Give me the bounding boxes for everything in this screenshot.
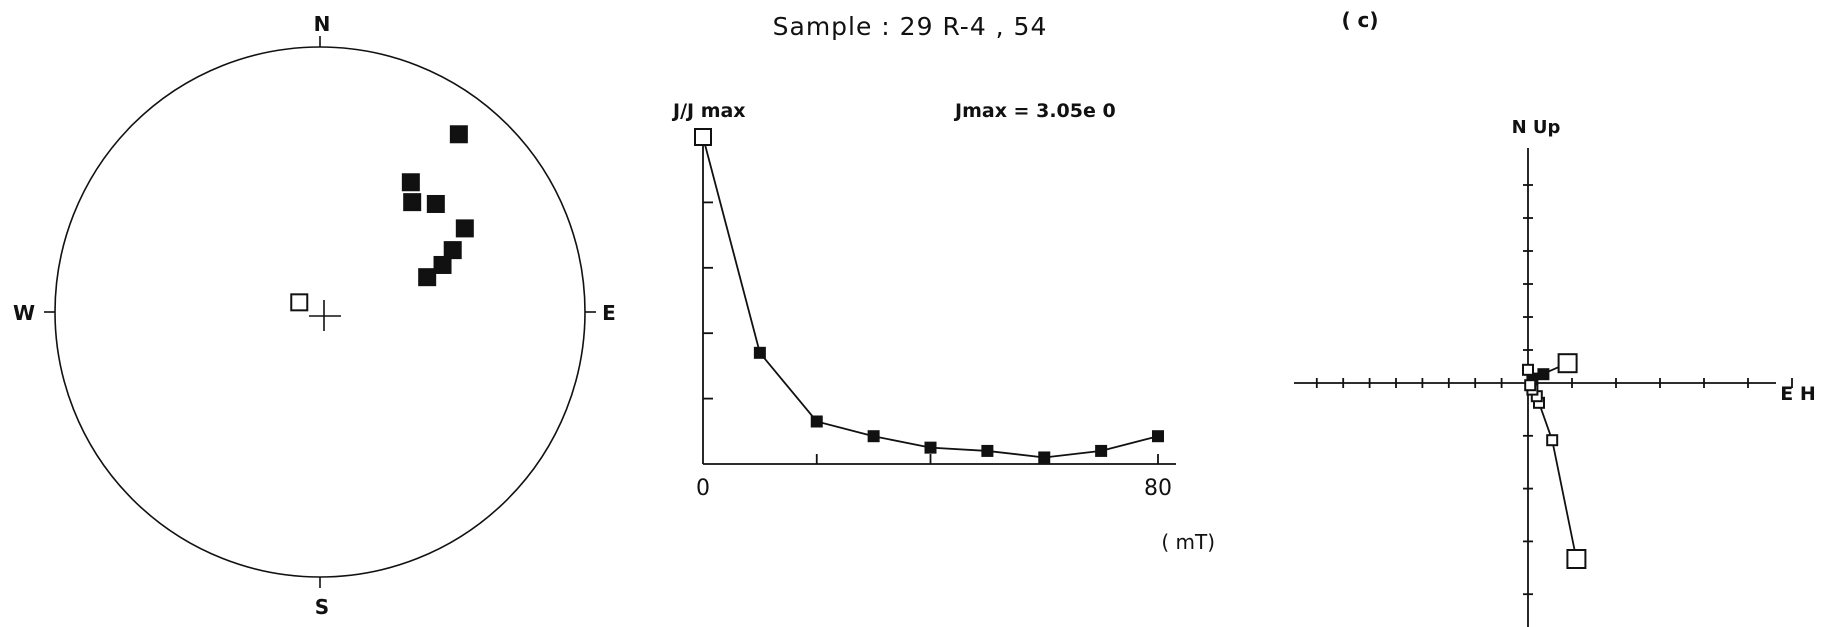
stereonet-point-3 <box>426 194 445 213</box>
decay-point-3 <box>867 430 880 443</box>
stereonet-point-4 <box>455 219 474 238</box>
south-label: S <box>315 595 329 619</box>
stereonet-point-0 <box>449 125 468 144</box>
stereonet-point-5 <box>443 241 462 260</box>
west-label: W <box>13 301 35 325</box>
decay-series-line <box>702 136 1159 459</box>
panel-label-c: ( c) <box>1341 8 1378 32</box>
v-proj-point-0 <box>1566 549 1587 569</box>
h-proj-point-0 <box>1557 353 1578 374</box>
decay-point-7 <box>1095 444 1108 457</box>
stereonet-plot: N S E W <box>13 12 616 619</box>
h-proj-point-2 <box>1537 368 1550 381</box>
stereonet-point-7 <box>418 268 437 287</box>
horizontal-axis-label: E H <box>1780 383 1816 405</box>
vertical-axis-label: N Up <box>1512 117 1561 138</box>
x-tick-label-0: 0 <box>696 476 710 501</box>
east-label: E <box>602 301 616 325</box>
decay-point-4 <box>924 441 937 454</box>
decay-point-0 <box>694 128 712 146</box>
decay-point-5 <box>981 444 994 457</box>
v-proj-point-1 <box>1546 434 1559 447</box>
x-tick-label-80: 80 <box>1144 476 1172 501</box>
v-proj-point-6 <box>1522 363 1534 376</box>
v-proj-point-5 <box>1524 379 1537 392</box>
decay-point-1 <box>753 346 766 359</box>
stereonet-primitive-circle <box>54 46 586 578</box>
vector-diagram: ( c) N Up E H <box>1294 8 1816 627</box>
demagnetization-plot: Sample : 29 R-4 , 54 J/J max Jmax = 3.05… <box>671 12 1215 554</box>
decay-point-2 <box>810 415 823 428</box>
decay-point-6 <box>1038 451 1051 464</box>
stereonet-point-6 <box>433 255 452 274</box>
stereonet-point-8 <box>290 293 309 312</box>
north-label: N <box>314 12 331 36</box>
decay-point-8 <box>1152 430 1164 443</box>
stereonet-point-2 <box>403 193 422 212</box>
jmax-annotation: Jmax = 3.05e 0 <box>953 100 1116 122</box>
y-axis-label: J/J max <box>671 100 746 122</box>
x-axis-unit-label: ( mT) <box>1161 530 1215 554</box>
stereonet-point-1 <box>401 173 420 192</box>
sample-title: Sample : 29 R-4 , 54 <box>773 12 1048 41</box>
